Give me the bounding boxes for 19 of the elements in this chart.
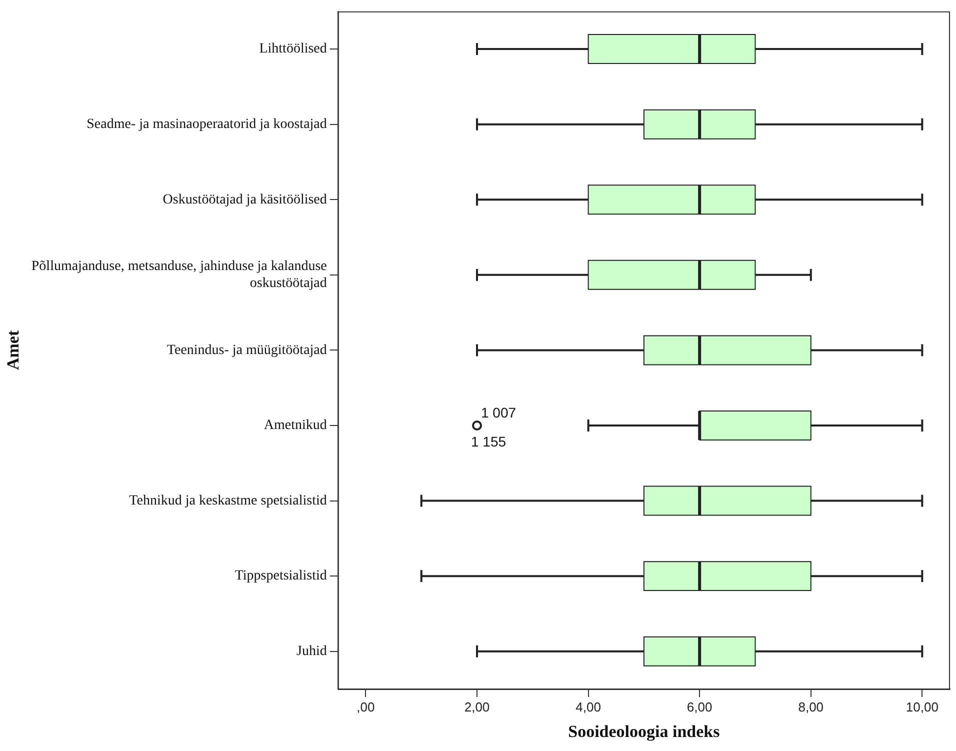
y-tick-label: Juhid	[296, 644, 327, 660]
x-tick-label: 6,00	[686, 699, 712, 714]
y-tick-label: Tehnikud ja keskastme spetsialistid	[129, 493, 327, 508]
x-axis-title: Sooideoloogia indeks	[568, 722, 720, 742]
y-tick-label: Ametnikud	[264, 418, 327, 434]
x-tick-label: ,00	[356, 699, 375, 714]
x-tick-label: 2,00	[464, 699, 490, 714]
x-tick-label: 10,00	[906, 699, 938, 714]
y-axis-title: Amet	[4, 330, 23, 370]
y-tick-label: Seadme- ja masinaoperaatorid ja koostajad	[86, 117, 327, 132]
y-tick-label: Tippspetsialistid	[234, 568, 327, 584]
y-tick-label: Oskustöötajad ja käsitöölised	[162, 192, 327, 208]
y-tick-label: Põllumajanduse, metsanduse, jahinduse ja kalanduse oskustöötajad	[31, 259, 327, 291]
y-tick-label: Lihttöölised	[259, 42, 327, 57]
y-tick-label: Teenindus- ja müügitöötajad	[166, 342, 327, 358]
annotation: 1 007	[481, 404, 516, 420]
x-tick-label: 8,00	[798, 699, 824, 714]
x-tick-label: 4,00	[576, 699, 601, 714]
annotation: 1 155	[471, 433, 506, 450]
